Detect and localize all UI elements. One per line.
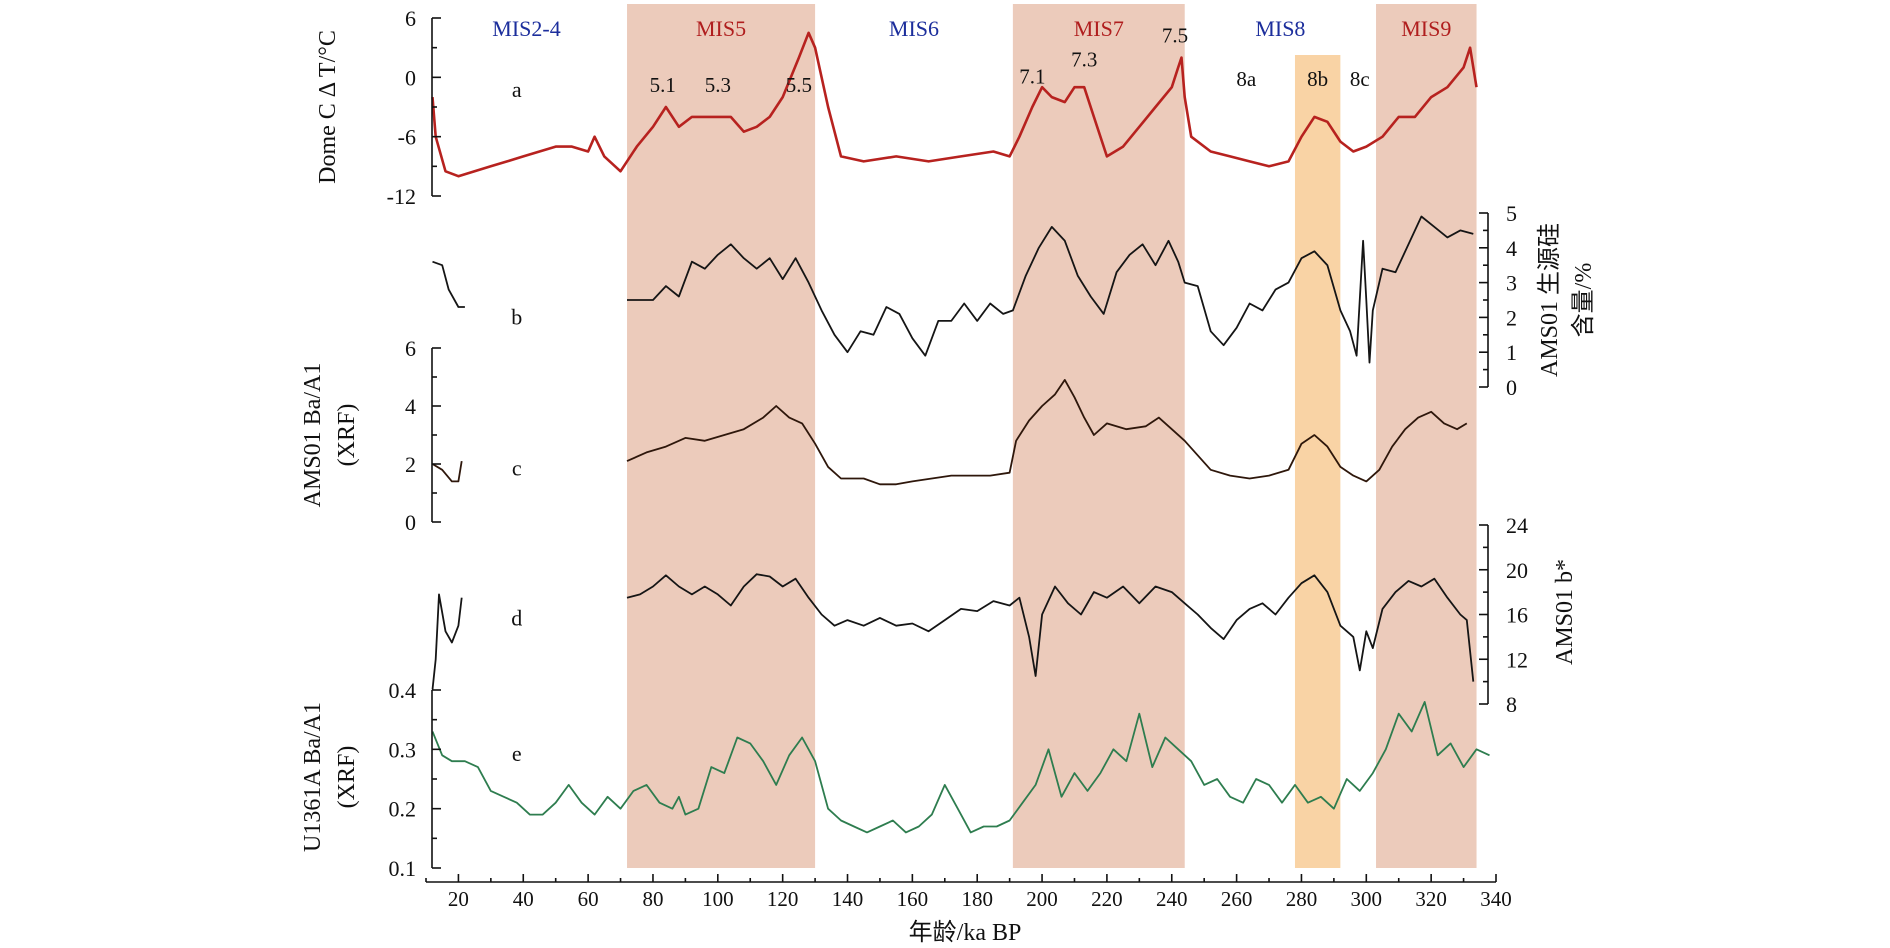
substage-label: 8a xyxy=(1236,67,1257,91)
y-tick-label-b: 0 xyxy=(1506,375,1517,400)
y-axis-title-b: AMS01 生源硅 含量/% xyxy=(1536,223,1597,377)
y-axis-title-c: AMS01 Ba/A1 (XRF) xyxy=(300,363,360,508)
y-tick-label-a: 6 xyxy=(405,6,416,31)
substage-label: 5.1 xyxy=(650,73,676,97)
stage-bands xyxy=(627,4,1477,868)
mis8b-highlight-band xyxy=(1294,55,1341,868)
y-tick-label-c: 2 xyxy=(405,452,416,477)
stage-label-mis8: MIS8 xyxy=(1255,16,1305,41)
x-axis-title: 年龄/ka BP xyxy=(909,919,1022,946)
y-tick-label-d: 24 xyxy=(1506,513,1528,538)
x-tick-label: 320 xyxy=(1415,887,1447,911)
x-tick-label: 300 xyxy=(1351,887,1383,911)
x-tick-label: 260 xyxy=(1221,887,1253,911)
panel-letter-a: a xyxy=(512,77,522,102)
y-tick-label-e: 0.1 xyxy=(389,856,417,881)
x-tick-label: 180 xyxy=(961,887,993,911)
series-d-segment-0 xyxy=(431,593,463,690)
y-tick-label-c: 6 xyxy=(405,336,416,361)
series-b-segment-0 xyxy=(432,260,465,308)
stage-band-mis7 xyxy=(1012,4,1185,868)
stage-label-mis7: MIS7 xyxy=(1074,16,1124,41)
series-c-segment-1 xyxy=(626,379,1468,486)
panel-letter-d: d xyxy=(511,606,522,631)
y-tick-label-b: 3 xyxy=(1506,271,1517,296)
x-tick-label: 60 xyxy=(578,887,599,911)
y-tick-label-d: 8 xyxy=(1506,692,1517,717)
y-tick-label-d: 20 xyxy=(1506,558,1528,583)
series-b-segment-1 xyxy=(627,215,1474,364)
series-e-segment-0 xyxy=(431,701,1490,834)
y-tick-label-c: 0 xyxy=(405,510,416,535)
substage-label: 7.3 xyxy=(1071,47,1097,71)
x-tick-label: 80 xyxy=(642,887,663,911)
x-tick-label: 120 xyxy=(767,887,799,911)
substage-label: 7.1 xyxy=(1019,64,1045,88)
y-axis-title-d: AMS01 b* xyxy=(1552,559,1578,665)
y-tick-label-d: 16 xyxy=(1506,603,1528,628)
label-layer: MIS2-4 MIS5 MIS6 MIS7 MIS8 MIS9 a Dome C Δ T/°C… xyxy=(300,16,1597,852)
panel-letter-e: e xyxy=(512,741,522,766)
x-tick-label: 100 xyxy=(702,887,734,911)
x-tick-label: 280 xyxy=(1286,887,1318,911)
y-tick-label-a: 0 xyxy=(405,65,416,90)
substage-label: 7.5 xyxy=(1162,24,1188,48)
y-axis-title-a: Dome C Δ T/°C xyxy=(315,30,341,184)
y-tick-label-b: 1 xyxy=(1506,340,1517,365)
y-tick-label-e: 0.3 xyxy=(389,737,417,762)
y-tick-label-c: 4 xyxy=(405,394,416,419)
x-tick-label: 160 xyxy=(897,887,929,911)
stage-label-mis6: MIS6 xyxy=(889,16,939,41)
stage-band-mis9 xyxy=(1376,4,1477,868)
stage-label-mis5: MIS5 xyxy=(696,16,746,41)
y-tick-label-e: 0.2 xyxy=(389,797,417,822)
substage-label: 8c xyxy=(1350,67,1370,91)
y-axis-title-e: U1361A Ba/A1 (XRF) xyxy=(300,702,360,852)
y-tick-label-b: 5 xyxy=(1506,201,1517,226)
series-c-segment-0 xyxy=(432,460,463,483)
x-tick-label: 220 xyxy=(1091,887,1123,911)
panel-letter-c: c xyxy=(512,456,522,481)
y-tick-label-b: 2 xyxy=(1506,305,1517,330)
stage-label-mis2-4: MIS2-4 xyxy=(492,16,560,41)
substage-label: 5.3 xyxy=(705,73,731,97)
x-tick-label: 140 xyxy=(832,887,864,911)
y-tick-label-a: -12 xyxy=(387,184,416,209)
panel-letter-b: b xyxy=(511,304,522,329)
y-tick-label-e: 0.4 xyxy=(389,678,417,703)
series-layer xyxy=(431,31,1490,834)
x-tick-label: 20 xyxy=(448,887,469,911)
x-tick-label: 240 xyxy=(1156,887,1188,911)
substage-label: 5.5 xyxy=(786,73,812,97)
substage-label: 8b xyxy=(1307,67,1328,91)
stage-label-mis9: MIS9 xyxy=(1401,16,1451,41)
x-tick-label: 340 xyxy=(1480,887,1512,911)
y-tick-label-a: -6 xyxy=(398,125,416,150)
x-tick-label: 200 xyxy=(1026,887,1058,911)
y-tick-label-b: 4 xyxy=(1506,236,1517,261)
axes-layer: 20 40 60 80 100 120 140 160 180 200 220 240 260 280 30… xyxy=(387,6,1528,911)
series-d-segment-1 xyxy=(626,573,1475,682)
x-tick-label: 40 xyxy=(513,887,534,911)
series-a-segment-0 xyxy=(431,31,1478,178)
y-tick-label-d: 12 xyxy=(1506,647,1528,672)
